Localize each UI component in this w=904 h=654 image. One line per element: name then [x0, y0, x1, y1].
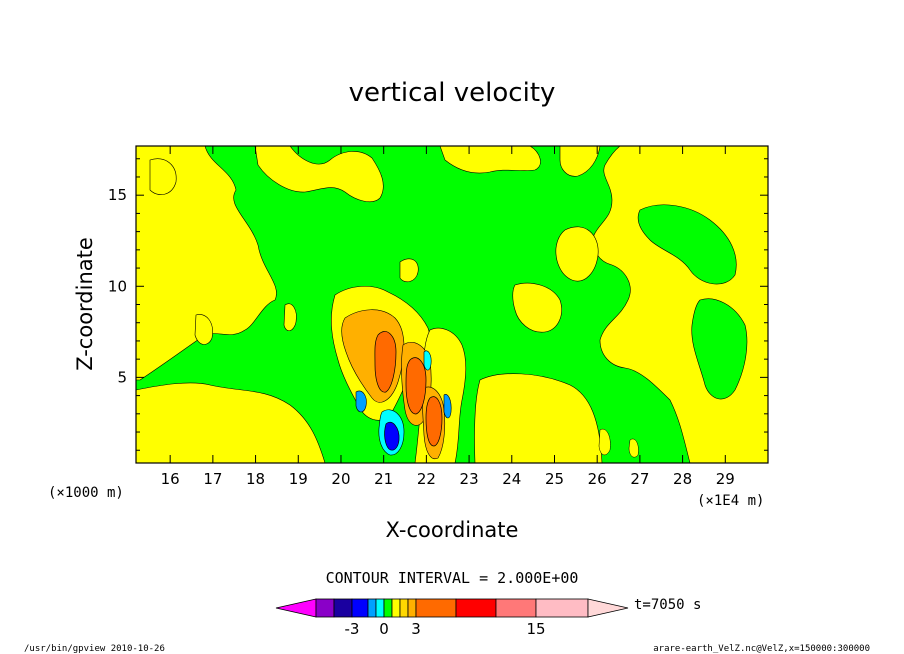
- x-tick-label: 16: [161, 470, 180, 488]
- y-axis: 5 10 15: [108, 158, 768, 451]
- x-tick-label: 19: [289, 470, 308, 488]
- x-tick-label: 17: [203, 470, 222, 488]
- footer-left: /usr/bin/gpview 2010-10-26: [24, 644, 165, 654]
- y-tick-label: 5: [117, 368, 127, 386]
- x-tick-label: 23: [460, 470, 479, 488]
- updraft-core: [374, 331, 397, 393]
- colorbar-label: -3: [345, 620, 360, 638]
- yellow-region: [559, 146, 601, 177]
- downdraft-region: [355, 390, 367, 413]
- colorbar-bin: [383, 598, 393, 618]
- downdraft-region: [423, 350, 432, 371]
- x-tick-label: 20: [331, 470, 350, 488]
- y-axis-label: Z-coordinate: [73, 237, 97, 371]
- contour-fills: [136, 146, 768, 463]
- yellow-region: [555, 226, 599, 282]
- updraft-core: [425, 396, 443, 447]
- downdraft-region: [443, 394, 452, 419]
- colorbar-bin: [375, 598, 385, 618]
- colorbar: -3 0 3 15: [275, 598, 629, 638]
- x-tick-label: 26: [588, 470, 607, 488]
- yellow-region: [149, 158, 177, 195]
- colorbar-bin: [391, 598, 401, 618]
- yellow-region: [439, 146, 541, 174]
- colorbar-bin: [455, 598, 497, 618]
- x-axis-label: X-coordinate: [386, 518, 519, 542]
- x-tick-label: 22: [417, 470, 436, 488]
- x-axis-unit-right: (×1E4 m): [697, 493, 764, 509]
- colorbar-bin: [367, 598, 377, 618]
- colorbar-label: 15: [526, 620, 545, 638]
- colorbar-bin: [399, 598, 409, 618]
- x-axis-unit-left: (×1000 m): [48, 485, 124, 501]
- yellow-region: [691, 298, 748, 400]
- x-tick-label: 25: [545, 470, 564, 488]
- chart-title: vertical velocity: [349, 78, 556, 108]
- yellow-region: [512, 282, 562, 333]
- x-axis: 16 17 18 19 20 21 22 23 24 25 26 27 28 29: [161, 146, 735, 488]
- x-tick-label: 21: [374, 470, 393, 488]
- updraft-core: [405, 357, 427, 415]
- colorbar-bin: [351, 598, 369, 618]
- contour-interval: CONTOUR INTERVAL = 2.000E+00: [326, 569, 579, 587]
- yellow-region: [474, 373, 603, 463]
- yellow-region: [136, 382, 326, 463]
- x-tick-label: 28: [673, 470, 692, 488]
- x-tick-label: 18: [246, 470, 265, 488]
- plot-area: 16 17 18 19 20 21 22 23 24 25 26 27 28 29 5 10 15: [108, 145, 769, 488]
- yellow-region: [194, 314, 213, 345]
- small-cell: [598, 428, 611, 456]
- colorbar-label: 3: [411, 620, 421, 638]
- colorbar-bin: [535, 598, 589, 618]
- colorbar-extend-high: [587, 598, 629, 618]
- colorbar-extend-low: [275, 598, 317, 618]
- colorbar-bin: [333, 598, 353, 618]
- downdraft-core: [384, 421, 400, 451]
- colorbar-bin: [407, 598, 417, 618]
- colorbar-bin: [415, 598, 457, 618]
- y-tick-label: 15: [108, 186, 127, 204]
- small-cell: [628, 438, 639, 458]
- y-tick-label: 10: [108, 277, 127, 295]
- footer-right: arare-earth_VelZ.nc@VelZ,x=150000:300000: [653, 644, 870, 654]
- x-tick-label: 29: [716, 470, 735, 488]
- time-label: t=7050 s: [634, 597, 701, 613]
- yellow-region: [254, 146, 384, 203]
- colorbar-bin: [495, 598, 537, 618]
- colorbar-label: 0: [379, 620, 389, 638]
- yellow-region: [637, 204, 737, 285]
- colorbar-bin: [315, 598, 335, 618]
- yellow-region: [399, 258, 419, 283]
- x-tick-label: 24: [502, 470, 521, 488]
- x-tick-label: 27: [630, 470, 649, 488]
- yellow-region: [283, 303, 297, 331]
